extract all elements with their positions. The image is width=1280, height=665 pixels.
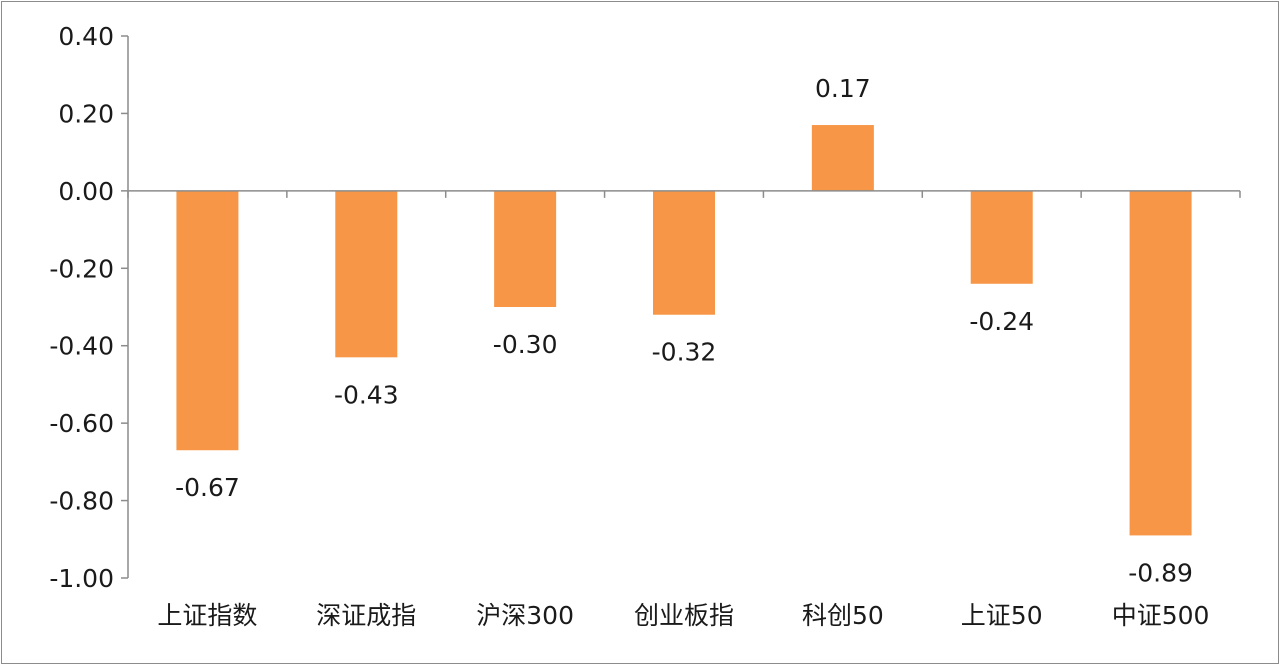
y-tick-label: -1.00 [49,564,114,593]
y-tick-label: -0.80 [49,487,114,516]
data-label: -0.24 [969,307,1034,336]
bar [335,190,398,358]
category-label: 上证50 [961,601,1043,630]
data-label: -0.67 [175,473,240,502]
bar [176,190,239,451]
y-axis: 0.40 0.20 0.00 -0.20 -0.40 -0.60 -0.80 -1.00 [49,22,129,593]
data-label: 0.17 [815,74,871,103]
bar [653,190,715,315]
bar [1129,190,1192,536]
y-tick-label: 0.00 [58,177,114,206]
data-label: -0.32 [652,338,717,367]
bar [494,190,557,307]
bars: -0.67 -0.43 -0.30 -0.32 0.17 -0.24 -0.89 [175,74,1193,587]
category-label: 科创50 [802,601,884,630]
x-axis: 上证指数 深证成指 沪深300 创业板指 科创50 上证50 中证500 [127,190,1241,630]
bar [970,190,1033,284]
data-label: -0.43 [334,380,399,409]
category-label: 中证500 [1112,601,1210,630]
y-tick-label: 0.20 [58,99,114,128]
bar [811,125,874,191]
y-tick-label: -0.60 [49,409,114,438]
data-label: -0.89 [1128,558,1193,587]
category-label: 创业板指 [634,601,734,630]
category-label: 深证成指 [316,601,416,630]
category-label: 上证指数 [157,601,257,630]
y-tick-label: -0.40 [49,332,114,361]
data-label: -0.30 [493,330,558,359]
y-tick-label: 0.40 [58,22,114,51]
category-label: 沪深300 [476,601,574,630]
y-tick-label: -0.20 [49,254,114,283]
